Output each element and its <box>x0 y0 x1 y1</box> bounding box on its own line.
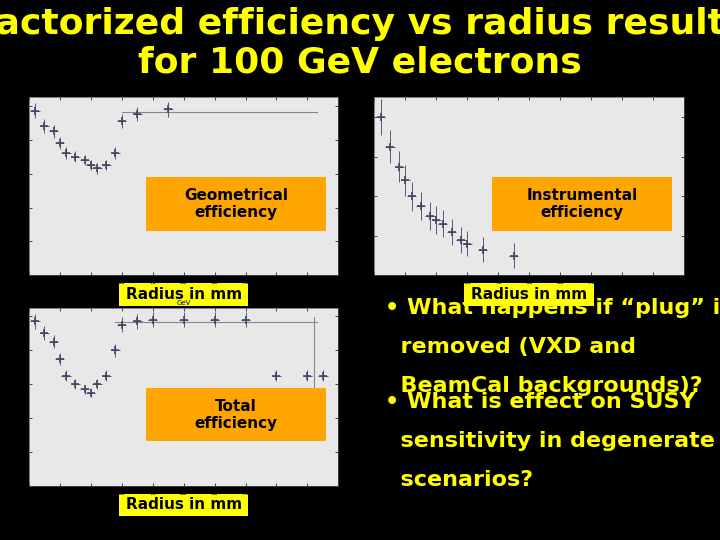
Text: sensitivity in degenerate: sensitivity in degenerate <box>385 431 715 451</box>
Title: GeV: GeV <box>176 300 191 306</box>
Text: for 100 GeV electrons: for 100 GeV electrons <box>138 45 582 79</box>
FancyBboxPatch shape <box>146 388 326 442</box>
Title: GeV: GeV <box>176 90 191 96</box>
Text: Radius in mm: Radius in mm <box>471 287 588 302</box>
Title: GeV: GeV <box>522 90 536 96</box>
Text: • What happens if “plug” is: • What happens if “plug” is <box>385 298 720 318</box>
FancyBboxPatch shape <box>146 177 326 231</box>
Text: BeamCal backgrounds)?: BeamCal backgrounds)? <box>385 375 703 396</box>
Text: Radius in mm: Radius in mm <box>125 497 242 512</box>
FancyBboxPatch shape <box>119 494 248 516</box>
Text: Factorized efficiency vs radius results: Factorized efficiency vs radius results <box>0 8 720 41</box>
Text: Total
efficiency: Total efficiency <box>194 399 278 431</box>
Text: • What is effect on SUSY: • What is effect on SUSY <box>385 392 696 413</box>
FancyBboxPatch shape <box>464 283 594 306</box>
FancyBboxPatch shape <box>492 177 672 231</box>
Text: Instrumental
efficiency: Instrumental efficiency <box>526 188 637 220</box>
Text: Radius in mm: Radius in mm <box>125 287 242 302</box>
Text: removed (VXD and: removed (VXD and <box>385 336 636 357</box>
Text: Geometrical
efficiency: Geometrical efficiency <box>184 188 288 220</box>
FancyBboxPatch shape <box>119 283 248 306</box>
Text: scenarios?: scenarios? <box>385 470 534 490</box>
